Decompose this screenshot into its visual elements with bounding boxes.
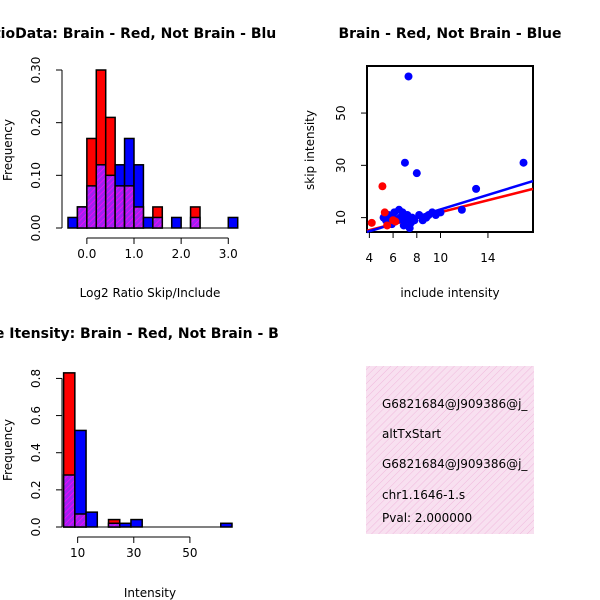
scatter-point-blue: [519, 158, 528, 167]
ratio-histogram-bar-overlap: [189, 216, 201, 229]
scatter-y-tick-label: 30: [334, 158, 348, 173]
scatter-x-tick-label: 4: [366, 251, 374, 265]
ratio-histogram-x-tick-label: 0.0: [77, 247, 96, 261]
ratio-histogram-bar-overlap: [133, 206, 145, 229]
ratio-histogram-y-tick-label: 0.00: [29, 215, 43, 242]
info-line-2: altTxStart: [382, 427, 441, 441]
line-intensity-x-tick-label: 10: [70, 546, 85, 560]
line-intensity-histogram: Line Itensity: Brain - Red, Not Brain - …: [0, 326, 279, 600]
ratio-histogram-bars: [67, 69, 239, 229]
line-intensity-bar-notbrain: [220, 522, 233, 528]
intensity-scatter-points: [367, 72, 528, 233]
intensity-scatter-ylabel: skip intensity: [303, 110, 317, 190]
line-intensity-title: Line Itensity: Brain - Red, Not Brain - …: [0, 326, 279, 342]
line-intensity-x-tick-label: 30: [126, 546, 141, 560]
info-line-3: G6821684@J909386@j_: [382, 457, 528, 471]
line-intensity-y-tick-label: 0.8: [29, 369, 43, 388]
line-intensity-ylabel: Frequency: [1, 419, 15, 481]
scatter-point-red: [380, 208, 389, 217]
ratio-histogram-bar-overlap: [114, 185, 126, 229]
ratio-histogram-x-tick-label: 1.0: [124, 247, 143, 261]
intensity-scatter-xlabel: include intensity: [400, 286, 499, 300]
scatter-point-blue: [436, 208, 445, 217]
line-intensity-xlabel: Intensity: [124, 586, 176, 600]
line-intensity-y-tick-label: 0.0: [29, 517, 43, 536]
intensity-scatter-title: Brain - Red, Not Brain - Blue: [338, 26, 561, 42]
ratio-histogram-y-axis: 0.00 0.10 0.20 0.30: [29, 57, 63, 242]
ratio-histogram-y-tick-label: 0.30: [29, 57, 43, 84]
ratio-histogram-bar-overlap: [76, 206, 88, 229]
line-intensity-bar-overlap: [107, 522, 121, 528]
line-intensity-y-axis: 0.0 0.2 0.4 0.6 0.8: [29, 369, 63, 537]
ratio-histogram-y-tick-label: 0.20: [29, 109, 43, 136]
intensity-scatter-x-axis: 4 6 8 10 14: [366, 232, 496, 265]
ratio-histogram-x-tick-label: 3.0: [219, 247, 238, 261]
scatter-x-tick-label: 10: [433, 251, 448, 265]
line-intensity-y-tick-label: 0.6: [29, 406, 43, 425]
line-intensity-bar-notbrain: [130, 518, 143, 528]
line-intensity-bar-overlap: [62, 474, 76, 528]
info-line-1: G6821684@J909386@j_: [382, 397, 528, 411]
scatter-point-blue: [472, 184, 481, 193]
scatter-point-blue: [457, 205, 466, 214]
line-intensity-bars: [62, 372, 233, 528]
line-intensity-bar-notbrain: [118, 522, 132, 528]
info-line-4: chr1.1646-1.s: [382, 488, 465, 502]
ratio-histogram-bar-overlap: [86, 185, 98, 229]
ratio-histogram-bar-overlap: [104, 174, 116, 229]
ratio-histogram-bar-notbrain: [67, 216, 79, 229]
line-intensity-bar-notbrain: [85, 511, 99, 528]
info-box-background: [366, 366, 534, 534]
scatter-point-red: [391, 217, 400, 226]
scatter-point-blue: [405, 224, 414, 233]
ratio-histogram: RatioData: Brain - Red, Not Brain - Blu …: [0, 26, 276, 300]
line-intensity-bar-notbrain: [74, 429, 87, 528]
info-pval: Pval: 2.000000: [382, 511, 472, 525]
scatter-point-blue: [410, 216, 419, 225]
ratio-histogram-title: RatioData: Brain - Red, Not Brain - Blu: [0, 26, 276, 42]
line-intensity-x-tick-label: 50: [182, 546, 197, 560]
ratio-histogram-bar-overlap: [123, 185, 135, 229]
ratio-histogram-bar-notbrain: [170, 216, 182, 229]
intensity-scatter: Brain - Red, Not Brain - Blue 4 6 8 10 14 10…: [303, 26, 562, 300]
ratio-histogram-x-axis: 0.0 1.0 2.0 3.0: [77, 237, 238, 261]
ratio-histogram-y-tick-label: 0.10: [29, 162, 43, 189]
scatter-point-blue: [404, 72, 413, 81]
ratio-histogram-bar-overlap: [152, 216, 164, 229]
ratio-histogram-bar-notbrain: [142, 216, 154, 229]
scatter-point-red: [383, 221, 392, 230]
info-box: G6821684@J909386@j_ altTxStart G6821684@…: [366, 366, 534, 534]
ratio-histogram-xlabel: Log2 Ratio Skip/Include: [80, 286, 221, 300]
scatter-y-tick-label: 10: [334, 210, 348, 225]
ratio-histogram-x-tick-label: 2.0: [172, 247, 191, 261]
scatter-point-red: [367, 218, 376, 227]
scatter-x-tick-label: 6: [389, 251, 397, 265]
intensity-scatter-frame: [366, 65, 534, 233]
ratio-histogram-bar-overlap: [95, 164, 107, 229]
intensity-scatter-y-axis: 10 30 50: [334, 105, 367, 225]
scatter-point-red: [378, 182, 387, 191]
line-intensity-y-tick-label: 0.4: [29, 443, 43, 462]
scatter-point-blue: [412, 169, 421, 178]
scatter-x-tick-label: 8: [413, 251, 421, 265]
scatter-y-tick-label: 50: [334, 105, 348, 120]
ratio-histogram-bar-notbrain: [227, 216, 239, 229]
scatter-x-tick-label: 14: [480, 251, 495, 265]
line-intensity-bar-overlap: [74, 513, 87, 528]
line-intensity-y-tick-label: 0.2: [29, 480, 43, 499]
scatter-point-blue: [400, 158, 409, 167]
ratio-histogram-ylabel: Frequency: [1, 119, 15, 181]
line-intensity-x-axis: 10 30 50: [70, 536, 198, 560]
